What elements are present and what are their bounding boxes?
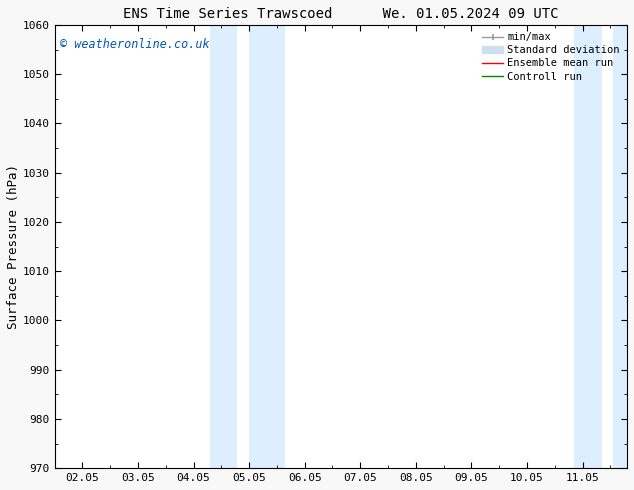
Legend: min/max, Standard deviation, Ensemble mean run, Controll run: min/max, Standard deviation, Ensemble me…	[478, 28, 624, 86]
Y-axis label: Surface Pressure (hPa): Surface Pressure (hPa)	[7, 164, 20, 329]
Bar	[613, 25, 627, 468]
Bar	[210, 25, 237, 468]
Bar	[249, 25, 285, 468]
Title: ENS Time Series Trawscoed      We. 01.05.2024 09 UTC: ENS Time Series Trawscoed We. 01.05.2024…	[123, 7, 559, 21]
Bar	[574, 25, 602, 468]
Text: © weatheronline.co.uk: © weatheronline.co.uk	[60, 38, 210, 51]
